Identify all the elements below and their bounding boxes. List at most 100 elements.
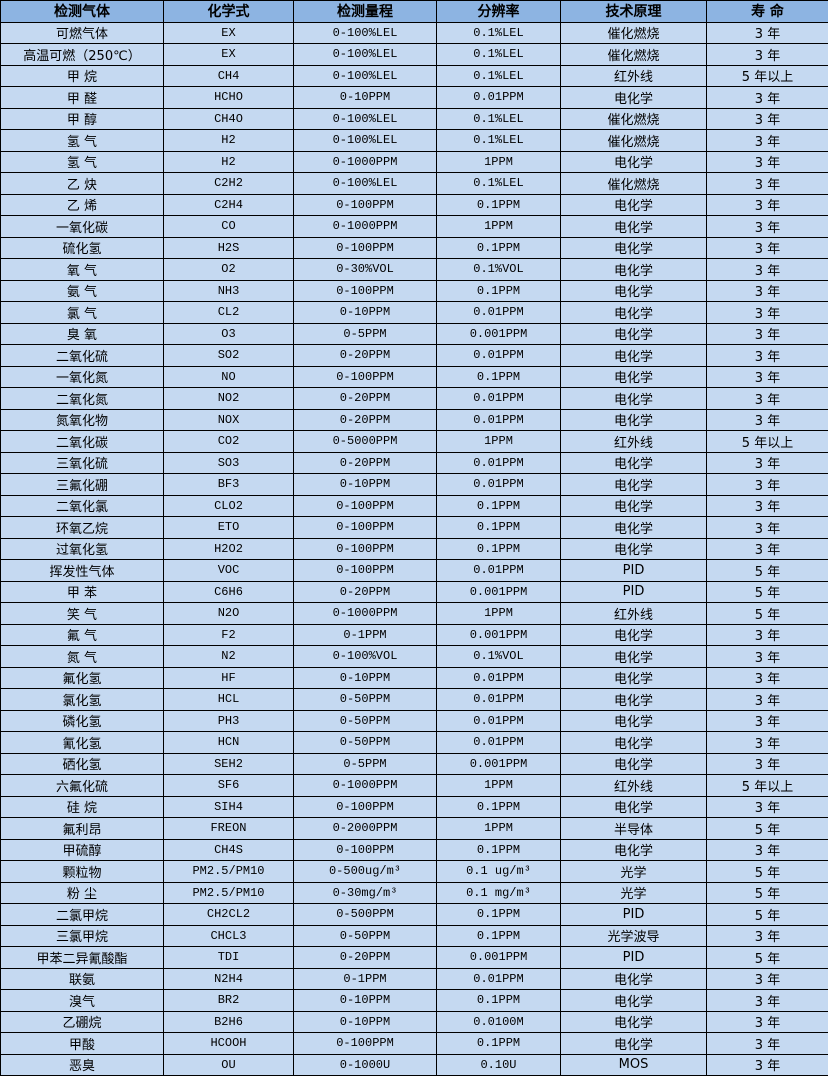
cell-gas-name: 硫化氢 xyxy=(1,237,164,259)
cell-gas-name: 恶臭 xyxy=(1,1054,164,1076)
cell-lifespan: 5 年以上 xyxy=(707,65,828,87)
cell-formula: SF6 xyxy=(164,775,294,797)
cell-principle: 电化学 xyxy=(561,216,707,238)
cell-formula: SEH2 xyxy=(164,753,294,775)
cell-resolution: 0.1%LEL xyxy=(437,108,561,130)
cell-gas-name: 氯 气 xyxy=(1,302,164,324)
cell-range: 0-1000PPM xyxy=(294,775,437,797)
cell-formula: C6H6 xyxy=(164,581,294,603)
cell-lifespan: 5 年 xyxy=(707,882,828,904)
cell-resolution: 0.1%VOL xyxy=(437,259,561,281)
cell-lifespan: 3 年 xyxy=(707,280,828,302)
header-principle: 技术原理 xyxy=(561,1,707,23)
cell-lifespan: 5 年 xyxy=(707,861,828,883)
cell-range: 0-10PPM xyxy=(294,990,437,1012)
cell-resolution: 0.1%LEL xyxy=(437,22,561,44)
cell-resolution: 0.01PPM xyxy=(437,968,561,990)
cell-principle: 电化学 xyxy=(561,194,707,216)
cell-resolution: 1PPM xyxy=(437,818,561,840)
cell-principle: 电化学 xyxy=(561,323,707,345)
cell-principle: 电化学 xyxy=(561,624,707,646)
cell-gas-name: 二氧化碳 xyxy=(1,431,164,453)
cell-formula: FREON xyxy=(164,818,294,840)
cell-resolution: 0.01PPM xyxy=(437,388,561,410)
cell-range: 0-1PPM xyxy=(294,624,437,646)
cell-formula: EX xyxy=(164,44,294,66)
cell-principle: 催化燃烧 xyxy=(561,22,707,44)
cell-principle: 电化学 xyxy=(561,689,707,711)
cell-gas-name: 二氧化氮 xyxy=(1,388,164,410)
cell-principle: 电化学 xyxy=(561,1033,707,1055)
cell-range: 0-100PPM xyxy=(294,796,437,818)
cell-lifespan: 3 年 xyxy=(707,108,828,130)
cell-resolution: 0.1PPM xyxy=(437,1033,561,1055)
cell-range: 0-100PPM xyxy=(294,517,437,539)
cell-gas-name: 二氯甲烷 xyxy=(1,904,164,926)
cell-resolution: 0.1 ug/m³ xyxy=(437,861,561,883)
cell-resolution: 0.01PPM xyxy=(437,345,561,367)
cell-gas-name: 氢 气 xyxy=(1,130,164,152)
cell-principle: 电化学 xyxy=(561,839,707,861)
cell-principle: PID xyxy=(561,581,707,603)
cell-lifespan: 3 年 xyxy=(707,130,828,152)
cell-resolution: 1PPM xyxy=(437,775,561,797)
cell-formula: HCN xyxy=(164,732,294,754)
cell-principle: 催化燃烧 xyxy=(561,130,707,152)
cell-lifespan: 3 年 xyxy=(707,495,828,517)
cell-lifespan: 3 年 xyxy=(707,1033,828,1055)
cell-principle: 电化学 xyxy=(561,280,707,302)
cell-lifespan: 3 年 xyxy=(707,624,828,646)
cell-gas-name: 氧 气 xyxy=(1,259,164,281)
cell-lifespan: 3 年 xyxy=(707,968,828,990)
cell-principle: 电化学 xyxy=(561,538,707,560)
cell-principle: 电化学 xyxy=(561,753,707,775)
cell-range: 0-20PPM xyxy=(294,388,437,410)
cell-lifespan: 5 年 xyxy=(707,818,828,840)
cell-principle: 电化学 xyxy=(561,345,707,367)
cell-lifespan: 3 年 xyxy=(707,302,828,324)
cell-resolution: 0.1%VOL xyxy=(437,646,561,668)
cell-gas-name: 一氧化氮 xyxy=(1,366,164,388)
cell-range: 0-100PPM xyxy=(294,237,437,259)
cell-range: 0-20PPM xyxy=(294,409,437,431)
cell-principle: 红外线 xyxy=(561,65,707,87)
cell-range: 0-5PPM xyxy=(294,753,437,775)
cell-lifespan: 3 年 xyxy=(707,173,828,195)
cell-lifespan: 3 年 xyxy=(707,667,828,689)
cell-formula: HCL xyxy=(164,689,294,711)
cell-lifespan: 3 年 xyxy=(707,1054,828,1076)
cell-principle: 催化燃烧 xyxy=(561,44,707,66)
cell-range: 0-1000PPM xyxy=(294,603,437,625)
cell-gas-name: 过氧化氢 xyxy=(1,538,164,560)
cell-range: 0-20PPM xyxy=(294,345,437,367)
cell-lifespan: 3 年 xyxy=(707,452,828,474)
cell-lifespan: 5 年以上 xyxy=(707,775,828,797)
cell-resolution: 1PPM xyxy=(437,603,561,625)
cell-resolution: 0.1PPM xyxy=(437,796,561,818)
cell-lifespan: 3 年 xyxy=(707,388,828,410)
cell-gas-name: 氟利昂 xyxy=(1,818,164,840)
cell-gas-name: 氢 气 xyxy=(1,151,164,173)
cell-formula: PM2.5/PM10 xyxy=(164,882,294,904)
cell-range: 0-100PPM xyxy=(294,839,437,861)
cell-principle: 催化燃烧 xyxy=(561,108,707,130)
cell-range: 0-500PPM xyxy=(294,904,437,926)
cell-range: 0-100%LEL xyxy=(294,44,437,66)
